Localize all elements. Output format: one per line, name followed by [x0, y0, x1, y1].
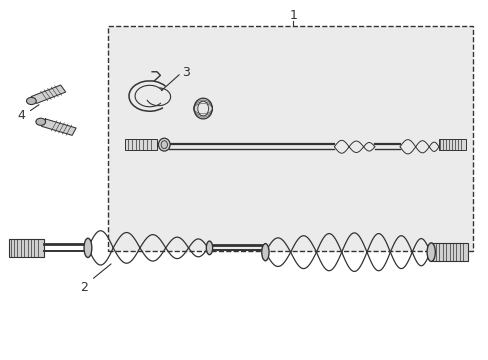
FancyBboxPatch shape	[430, 243, 467, 261]
FancyBboxPatch shape	[108, 26, 472, 251]
Ellipse shape	[261, 244, 268, 261]
Text: 3: 3	[182, 66, 190, 79]
Text: 2: 2	[80, 281, 88, 294]
Ellipse shape	[426, 243, 434, 261]
Text: 4: 4	[17, 109, 25, 122]
Ellipse shape	[26, 98, 36, 104]
Text: 1: 1	[288, 9, 296, 22]
FancyBboxPatch shape	[438, 139, 465, 150]
FancyBboxPatch shape	[9, 239, 43, 257]
Ellipse shape	[158, 138, 170, 151]
Ellipse shape	[194, 98, 212, 119]
Polygon shape	[31, 85, 65, 103]
Polygon shape	[41, 119, 76, 135]
Ellipse shape	[36, 118, 45, 125]
FancyBboxPatch shape	[125, 139, 157, 150]
Ellipse shape	[198, 101, 208, 116]
Ellipse shape	[161, 141, 167, 149]
Ellipse shape	[84, 238, 92, 257]
Ellipse shape	[206, 241, 212, 255]
